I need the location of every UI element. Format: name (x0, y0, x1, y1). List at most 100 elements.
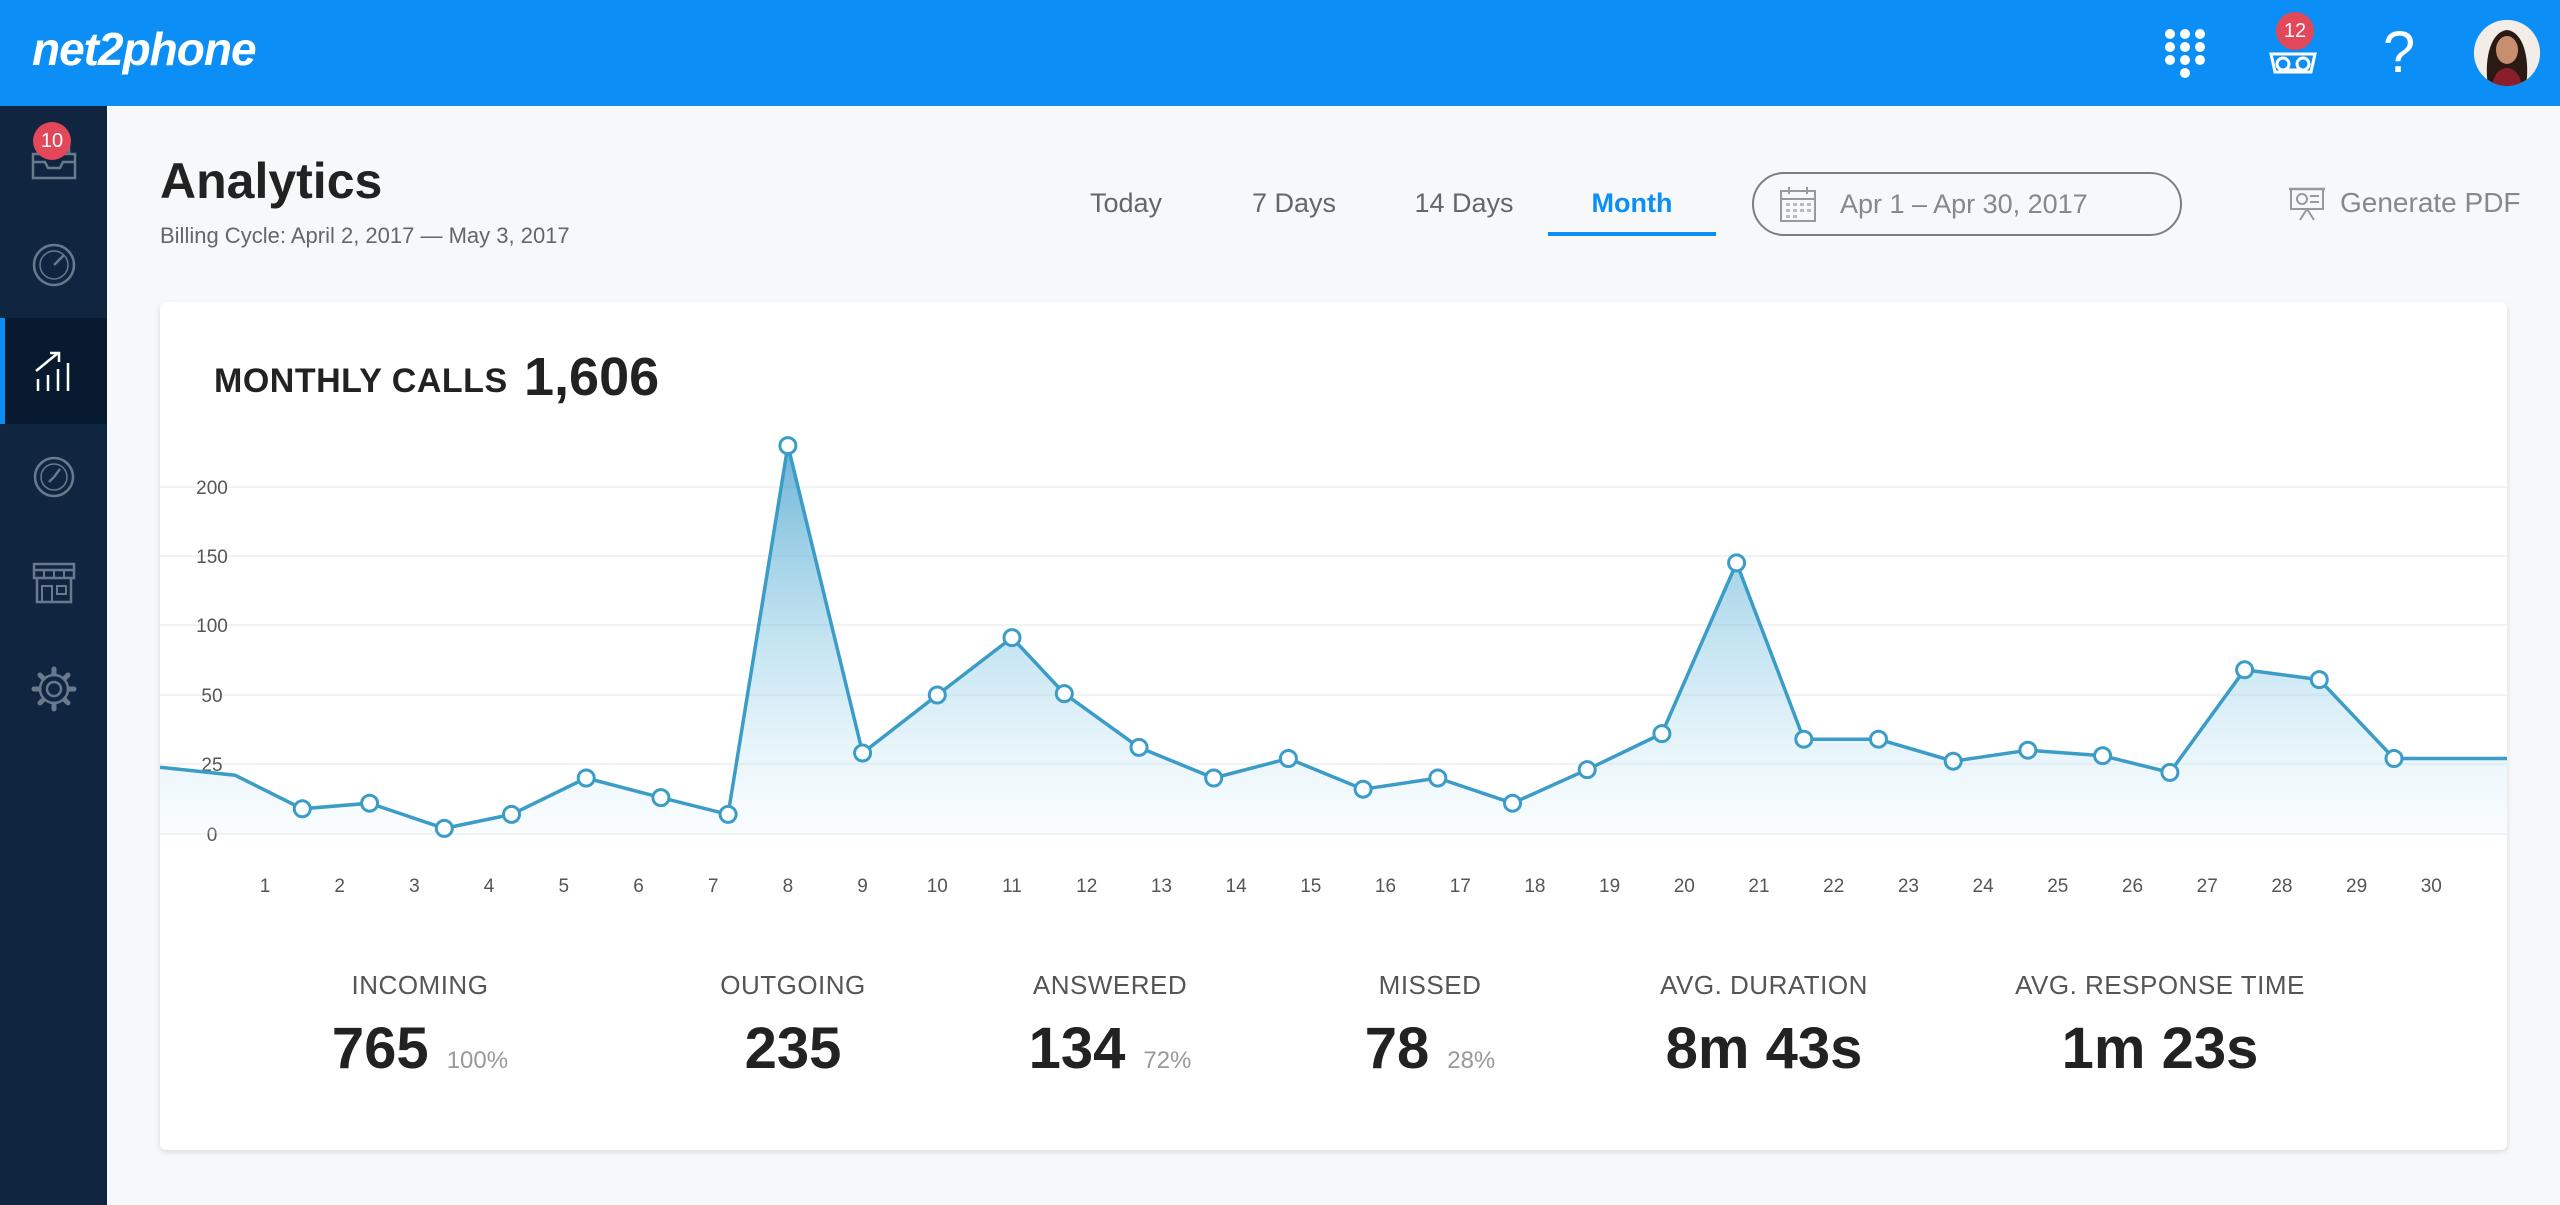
monthly-calls-total: 1,606 (524, 347, 660, 407)
x-tick-label: 21 (1748, 876, 1769, 897)
data-point[interactable] (1943, 751, 1963, 771)
data-point[interactable] (651, 788, 671, 808)
data-point[interactable] (1129, 737, 1149, 757)
y-tick-label: 200 (196, 478, 228, 499)
date-range-picker[interactable]: Apr 1 – Apr 30, 2017 (1752, 172, 2182, 236)
x-tick-label: 17 (1450, 876, 1471, 897)
generate-pdf-label: Generate PDF (2340, 187, 2521, 218)
dialpad-icon[interactable] (2156, 24, 2214, 82)
y-tick-label: 150 (196, 547, 228, 568)
sidebar-item-history[interactable] (0, 424, 107, 530)
stat-value: 235 (744, 1016, 842, 1081)
x-tick-label: 2 (334, 876, 345, 897)
sidebar-item-settings[interactable] (0, 636, 107, 742)
data-point[interactable] (2309, 670, 2329, 690)
data-point[interactable] (1577, 760, 1597, 780)
stat-percent: 72% (1143, 1047, 1192, 1074)
x-tick-label: 25 (2047, 876, 2068, 897)
inbox-badge: 10 (33, 122, 71, 160)
data-point[interactable] (1278, 749, 1298, 768)
stat-answered: ANSWERED 134 72% (900, 970, 1320, 1082)
data-point[interactable] (2093, 746, 2113, 766)
data-point[interactable] (1727, 553, 1747, 573)
data-point[interactable] (434, 818, 454, 838)
data-point[interactable] (502, 804, 521, 824)
x-tick-label: 8 (783, 876, 794, 897)
series-area (160, 445, 2507, 834)
data-point[interactable] (1503, 793, 1522, 813)
stat-avg-response-time: AVG. RESPONSE TIME 1m 23s (1950, 970, 2370, 1082)
notifications-badge: 12 (2276, 12, 2314, 50)
x-tick-label: 29 (2346, 876, 2367, 897)
data-point[interactable] (1428, 768, 1448, 788)
x-tick-label: 13 (1151, 876, 1172, 897)
data-point[interactable] (718, 804, 738, 824)
generate-pdf-button[interactable]: Generate PDF (2288, 184, 2521, 222)
stat-value: 765 (331, 1016, 429, 1081)
history-icon (33, 456, 74, 498)
stat-outgoing: OUTGOING 235 (583, 970, 1003, 1082)
data-point[interactable] (576, 768, 596, 788)
stat-label: INCOMING (351, 970, 489, 1000)
x-tick-label: 27 (2197, 876, 2218, 897)
stat-value: 8m 43s (1665, 1016, 1863, 1081)
data-point[interactable] (853, 743, 873, 763)
logo[interactable]: net2phone (32, 23, 257, 75)
data-point[interactable] (778, 436, 798, 456)
notifications-button[interactable]: 12 (2264, 12, 2322, 82)
x-tick-label: 30 (2421, 876, 2442, 897)
y-tick-label: 50 (201, 686, 222, 707)
voicemail-icon (2269, 52, 2317, 74)
data-point[interactable] (1794, 729, 1814, 749)
analytics-icon (34, 351, 69, 391)
date-range-value: Apr 1 – Apr 30, 2017 (1840, 188, 2088, 219)
x-tick-label: 20 (1674, 876, 1695, 897)
data-point[interactable] (2384, 749, 2404, 768)
data-point[interactable] (1869, 729, 1888, 749)
tab-today[interactable]: Today (1089, 188, 1163, 218)
y-tick-label: 100 (196, 616, 228, 637)
data-point[interactable] (2018, 740, 2038, 760)
x-tick-label: 16 (1375, 876, 1396, 897)
x-tick-label: 6 (633, 876, 644, 897)
data-point[interactable] (1054, 684, 1074, 704)
data-point[interactable] (2235, 660, 2255, 680)
data-point[interactable] (2160, 762, 2180, 782)
x-tick-label: 24 (1973, 876, 1995, 897)
tab-14-days[interactable]: 14 Days (1414, 188, 1514, 218)
stat-percent: 100% (446, 1047, 509, 1074)
stat-incoming: INCOMING 765 100% (210, 970, 630, 1082)
avatar[interactable] (2474, 20, 2540, 86)
sidebar-item-store[interactable] (0, 530, 107, 636)
x-tick-label: 23 (1898, 876, 1919, 897)
stat-label: AVG. RESPONSE TIME (2015, 970, 2305, 1000)
sidebar-item-dashboard[interactable] (0, 212, 107, 318)
store-icon (32, 562, 75, 604)
sidebar-item-analytics[interactable] (0, 318, 107, 424)
data-point[interactable] (1353, 779, 1373, 799)
help-button[interactable]: ? (2370, 24, 2428, 82)
sidebar-item-inbox[interactable]: 10 (0, 106, 107, 212)
stat-label: MISSED (1378, 970, 1482, 1000)
stat-value: 78 (1364, 1016, 1430, 1081)
x-tick-label: 11 (1002, 876, 1022, 897)
tab-7-days[interactable]: 7 Days (1251, 188, 1337, 218)
x-tick-label: 4 (484, 876, 495, 897)
x-tick-label: 28 (2271, 876, 2292, 897)
data-point[interactable] (927, 685, 947, 705)
data-point[interactable] (1204, 768, 1224, 788)
data-point[interactable] (1002, 628, 1022, 648)
speedometer-icon (32, 243, 75, 287)
sidebar: 10 (0, 106, 107, 1205)
x-tick-label: 1 (260, 876, 271, 897)
data-point[interactable] (1652, 724, 1672, 744)
billing-cycle: Billing Cycle: April 2, 2017 — May 3, 20… (160, 223, 570, 248)
x-tick-label: 3 (409, 876, 420, 897)
stat-label: AVG. DURATION (1660, 970, 1868, 1000)
data-point[interactable] (360, 793, 380, 813)
top-bar: net2phone 12 ? (0, 0, 2560, 106)
tab-month[interactable]: Month (1591, 188, 1673, 218)
data-point[interactable] (292, 799, 312, 819)
